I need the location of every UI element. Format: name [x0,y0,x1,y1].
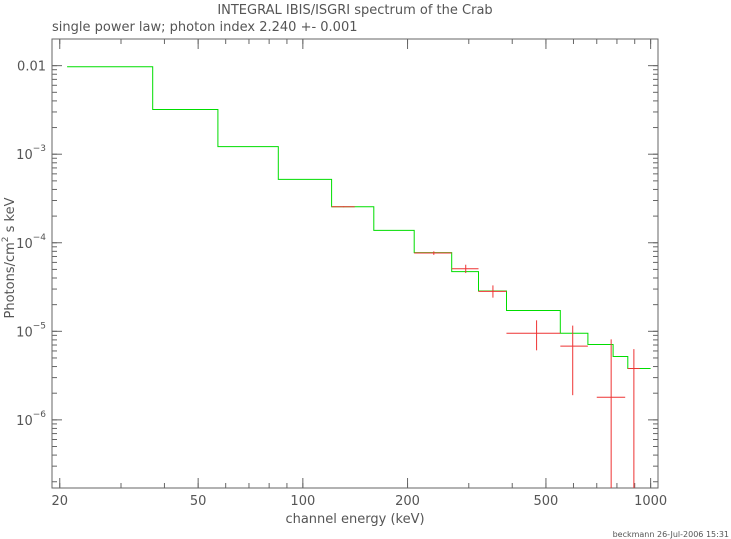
x-tick-label: 1000 [634,494,667,509]
data-point [596,339,626,488]
x-tick-label: 200 [395,494,420,509]
y-tick-label: 0.01 [17,60,46,75]
y-axis: 0.01 10−3 10−4 10−5 10−6 [16,38,658,483]
data-point [478,285,507,298]
x-axis-label: channel energy (keV) [285,512,424,527]
model-step-line [67,66,651,369]
data-point [414,251,452,255]
model-series [67,66,651,369]
plot-frame [51,38,659,489]
y-tick-label: 10−3 [16,144,46,163]
data-point [331,206,355,208]
data-point [560,325,588,396]
x-tick-label: 500 [534,494,559,509]
chart-title: INTEGRAL IBIS/ISGRI spectrum of the Crab [217,3,492,18]
x-tick-label: 50 [190,494,207,509]
y-tick-label: 10−4 [16,233,46,252]
x-tick-label: 100 [290,494,315,509]
y-axis-label: Photons/cm2 s keV [1,197,18,318]
y-tick-label: 10−6 [16,410,46,429]
x-axis: 20 50 100 200 500 1000 [51,39,667,509]
data-point [451,264,479,274]
footer-signature: beckmann 26-Jul-2006 15:31 [613,530,729,539]
data-series [331,206,640,488]
data-point [506,320,561,351]
y-tick-label: 10−5 [16,321,46,340]
data-point [627,349,640,488]
chart-subtitle: single power law; photon index 2.240 +- … [52,20,358,35]
x-tick-label: 20 [51,494,68,509]
